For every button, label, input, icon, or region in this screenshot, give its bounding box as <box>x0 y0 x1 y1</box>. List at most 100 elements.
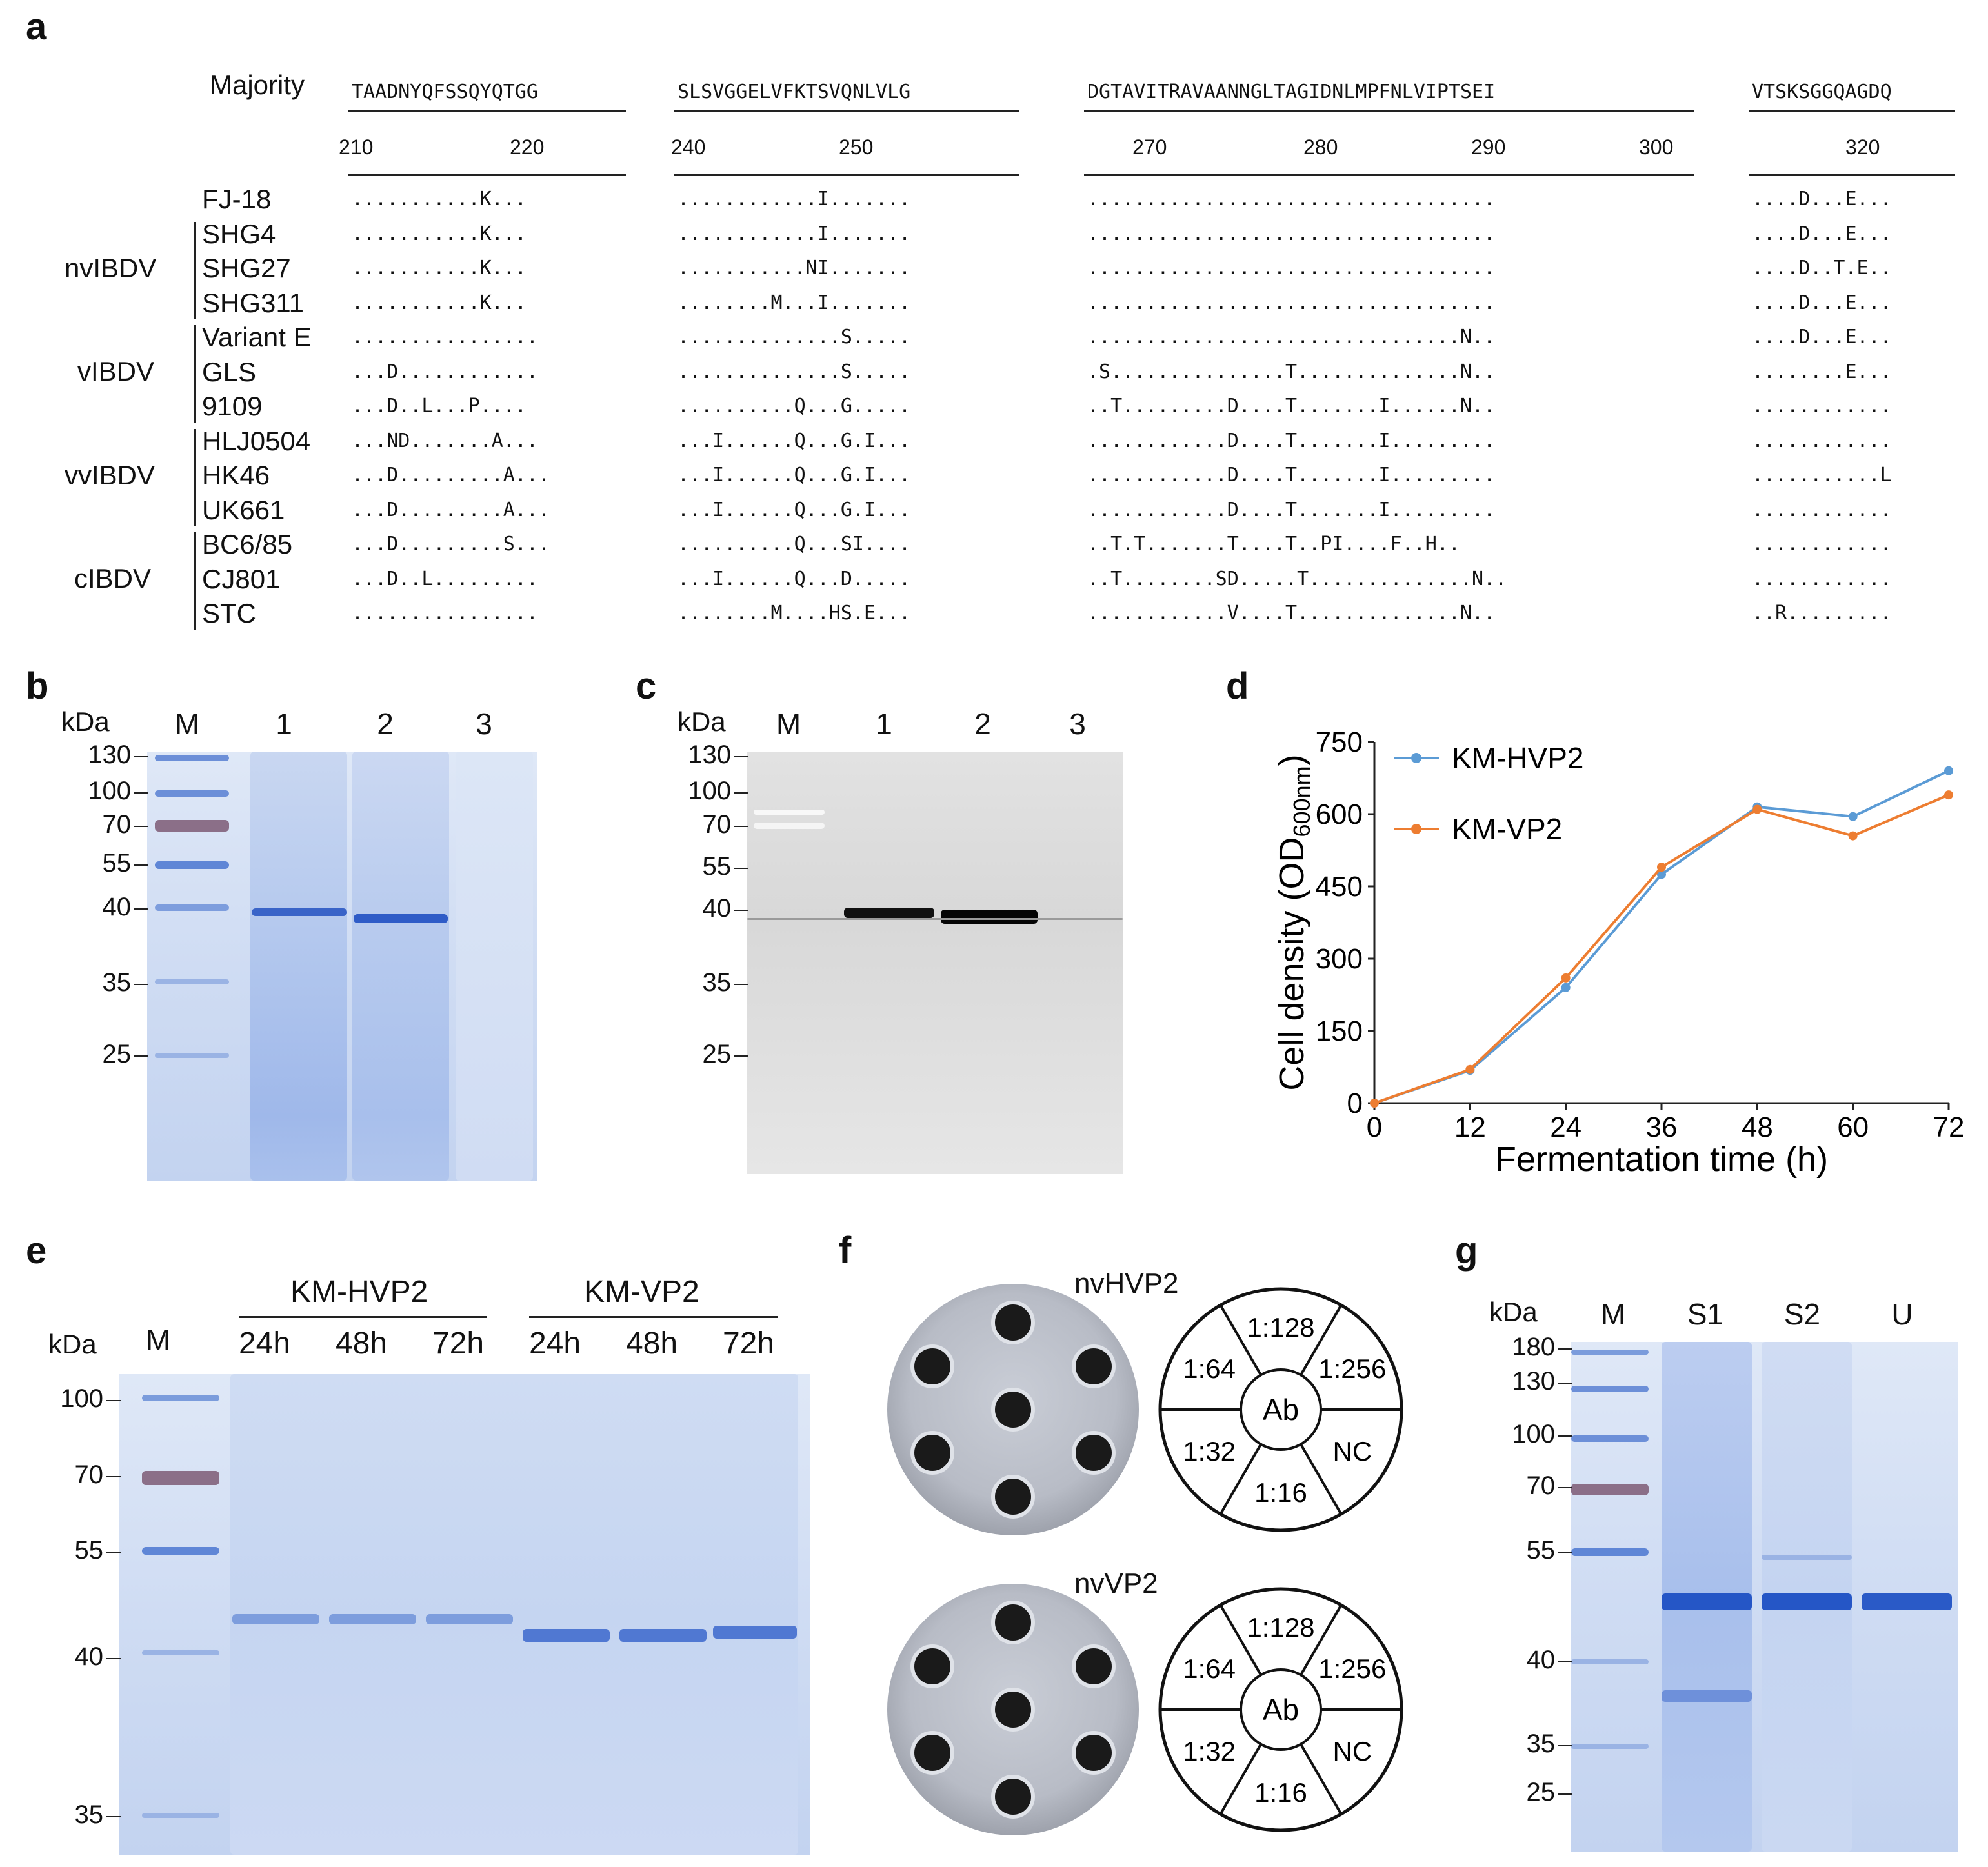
strain-seq: ........E... <box>1752 360 1892 383</box>
schematic-sector-label: 1:32 <box>1183 1736 1236 1766</box>
gel-e-mw-tick <box>106 1400 121 1401</box>
data-point-KM-VP2 <box>1657 863 1666 872</box>
schematic-center-label: Ab <box>1263 1393 1299 1426</box>
ruler-line-1 <box>674 174 1019 176</box>
agar-plate-photo <box>887 1584 1139 1835</box>
y-tick-label: 750 <box>1316 726 1363 758</box>
strain-seq: ............ <box>1752 567 1892 590</box>
x-tick-label: 48 <box>1742 1112 1773 1143</box>
blot-c-mw-label: 100 <box>688 777 731 805</box>
blot-c-mw-label: 35 <box>702 968 732 997</box>
schematic-sector-label: 1:32 <box>1183 1436 1236 1466</box>
strain-seq: ..T........SD.....T..............N.. <box>1087 567 1507 590</box>
strain-seq: ............ <box>1752 533 1892 555</box>
strain-label: FJ-18 <box>202 184 272 214</box>
agar-well <box>910 1644 954 1688</box>
majority-underline-3 <box>1749 110 1955 112</box>
blot-c-mw-tick <box>734 868 748 869</box>
strain-seq: ................................... <box>1087 257 1496 279</box>
blot-c-mw-tick <box>734 792 748 794</box>
strain-seq: ....D...E... <box>1752 222 1892 245</box>
strain-seq: ..............S..... <box>678 360 911 383</box>
strain-seq: ............I....... <box>678 222 911 245</box>
strain-seq: ............ <box>1752 498 1892 521</box>
gel-b-mw-label: 70 <box>102 810 132 839</box>
data-point-KM-HVP2 <box>1561 983 1571 992</box>
gel-e-mw-tick <box>106 1476 121 1477</box>
panel-label-a: a <box>26 6 47 48</box>
gel-g-mw-label: 40 <box>1526 1646 1556 1674</box>
strain-seq: ............D....T.......I......... <box>1087 429 1496 452</box>
agar-plate-photo <box>887 1284 1139 1535</box>
gel-g-mw-tick <box>1558 1348 1572 1350</box>
gel-b-mw-tick <box>134 826 148 827</box>
schematic-center <box>1240 1668 1322 1751</box>
panel-label-c: c <box>636 665 657 707</box>
ruler-line-0 <box>348 174 626 176</box>
gel-e-mw-label: 35 <box>74 1801 104 1829</box>
agar-well <box>991 1301 1035 1344</box>
blot-c-lane-label: M <box>776 707 801 741</box>
x-tick-label: 72 <box>1933 1112 1965 1143</box>
ruler-tick-210: 210 <box>339 135 374 159</box>
gel-b-image <box>147 752 537 1181</box>
schematic-divider <box>1219 1443 1262 1515</box>
panel-label-g: g <box>1455 1230 1478 1272</box>
strain-label: CJ801 <box>202 563 281 594</box>
majority-seq-0: TAADNYQFSSQYQTGG <box>352 81 538 103</box>
blot-c-mw-label: 40 <box>702 894 732 923</box>
group-label: vvIBDV <box>65 459 156 490</box>
gel-g-mw-label: 35 <box>1526 1730 1556 1758</box>
strain-seq: ...D..L......... <box>352 567 538 590</box>
ruler-tick-300: 300 <box>1639 135 1674 159</box>
strain-seq: ...........K... <box>352 257 527 279</box>
blot-c-mw-tick <box>734 1055 748 1057</box>
blot-c-mw-tick <box>734 984 748 985</box>
gel-e-group-vp2: KM-VP2 <box>584 1275 699 1309</box>
group-bracket <box>194 325 196 423</box>
strain-seq: ....D...E... <box>1752 291 1892 314</box>
strain-seq: ...I......Q...G.I... <box>678 429 911 452</box>
gel-g-lane-label: S1 <box>1687 1297 1724 1331</box>
y-tick-label: 300 <box>1316 943 1363 975</box>
blot-c-lane-label: 1 <box>876 707 892 741</box>
strain-seq: ........M....HS.E... <box>678 602 911 624</box>
gel-e-kda: kDa <box>48 1329 97 1359</box>
strain-seq: ..........Q...G..... <box>678 395 911 417</box>
strain-label: SHG27 <box>202 253 291 283</box>
gel-b-mw-label: 100 <box>88 777 131 805</box>
strain-seq: ...D.........A... <box>352 498 550 521</box>
data-point-KM-VP2 <box>1848 831 1858 841</box>
data-point-KM-VP2 <box>1752 804 1762 814</box>
strain-seq: ..........Q...SI.... <box>678 533 911 555</box>
group-label: cIBDV <box>74 563 152 594</box>
schematic-sector-label: NC <box>1333 1436 1372 1466</box>
gel-b-mw-tick <box>134 756 148 757</box>
strain-seq: ...I......Q...D..... <box>678 567 911 590</box>
schematic-sector-label: 1:64 <box>1183 1353 1236 1384</box>
gel-e-lane-label: 48h <box>335 1326 388 1361</box>
legend-marker-KM-HVP2 <box>1411 753 1421 763</box>
blot-c-mw-tick <box>734 910 748 911</box>
gel-g-mw-label: 25 <box>1526 1778 1556 1806</box>
schematic-divider <box>1219 1304 1262 1376</box>
ruler-tick-280: 280 <box>1303 135 1338 159</box>
gel-e-lane-label: 24h <box>238 1326 291 1361</box>
strain-seq: ............ <box>1752 429 1892 452</box>
schematic-sector-label: 1:16 <box>1254 1477 1307 1508</box>
gel-b-mw-label: 55 <box>102 849 132 877</box>
strain-seq: ....D..T.E.. <box>1752 257 1892 279</box>
gel-e-mw-label: 55 <box>74 1536 104 1564</box>
legend-label-KM-HVP2: KM-HVP2 <box>1452 741 1583 775</box>
data-point-KM-VP2 <box>1561 973 1571 983</box>
gel-g-mw-label: 70 <box>1526 1472 1556 1500</box>
strain-label: STC <box>202 598 256 628</box>
schematic-divider <box>1300 1304 1343 1376</box>
blot-c-mw-label: 70 <box>702 810 732 839</box>
gel-b-lane-label: 2 <box>377 707 394 741</box>
y-tick-label: 600 <box>1316 799 1363 830</box>
y-tick-label: 0 <box>1347 1088 1363 1119</box>
strain-seq: ................ <box>352 326 538 348</box>
gel-e-mw-label: 70 <box>74 1461 104 1489</box>
